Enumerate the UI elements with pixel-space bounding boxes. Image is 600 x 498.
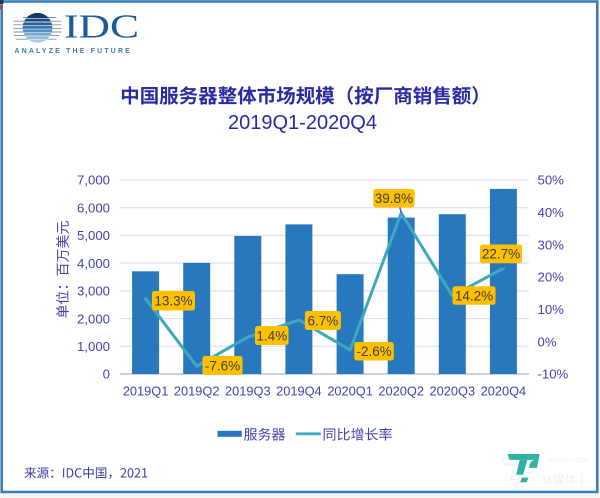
svg-text:2019Q1-2020Q4: 2019Q1-2020Q4: [228, 112, 377, 134]
svg-text:30%: 30%: [538, 237, 565, 252]
svg-text:-10%: -10%: [538, 367, 569, 382]
svg-text:5,000: 5,000: [77, 228, 110, 243]
svg-text:TMTPOST.COM: TMTPOST.COM: [546, 458, 588, 465]
svg-text:2,000: 2,000: [77, 311, 110, 326]
svg-text:ANALYZE THE FUTURE: ANALYZE THE FUTURE: [15, 46, 133, 55]
svg-text:6,000: 6,000: [77, 200, 110, 215]
svg-text:1.4%: 1.4%: [256, 328, 287, 343]
svg-text:13.3%: 13.3%: [154, 294, 192, 309]
svg-text:40%: 40%: [538, 205, 565, 220]
svg-text:2019Q2: 2019Q2: [174, 383, 220, 398]
svg-text:39.8%: 39.8%: [375, 191, 413, 206]
svg-text:14.2%: 14.2%: [455, 288, 493, 303]
svg-text:6.7%: 6.7%: [308, 313, 339, 328]
svg-text:3,000: 3,000: [77, 284, 110, 299]
svg-text:1,000: 1,000: [77, 339, 110, 354]
svg-text:20%: 20%: [538, 270, 565, 285]
svg-text:-7.6%: -7.6%: [205, 358, 240, 373]
svg-text:2019Q4: 2019Q4: [276, 383, 322, 398]
svg-text:IDC: IDC: [64, 8, 139, 45]
svg-text:22.7%: 22.7%: [482, 247, 520, 262]
svg-text:2020Q3: 2020Q3: [430, 383, 476, 398]
svg-text:4,000: 4,000: [77, 256, 110, 271]
svg-text:10%: 10%: [538, 302, 565, 317]
svg-text:-2.6%: -2.6%: [356, 344, 391, 359]
svg-text:2020Q2: 2020Q2: [378, 383, 424, 398]
svg-text:2019Q3: 2019Q3: [225, 383, 271, 398]
svg-text:7,000: 7,000: [77, 173, 110, 188]
svg-text:50%: 50%: [538, 173, 565, 188]
svg-text:0%: 0%: [538, 334, 557, 349]
svg-text:0: 0: [103, 367, 110, 382]
svg-text:2019Q1: 2019Q1: [123, 383, 169, 398]
svg-text:2020Q1: 2020Q1: [327, 383, 373, 398]
svg-text:2020Q4: 2020Q4: [481, 383, 527, 398]
